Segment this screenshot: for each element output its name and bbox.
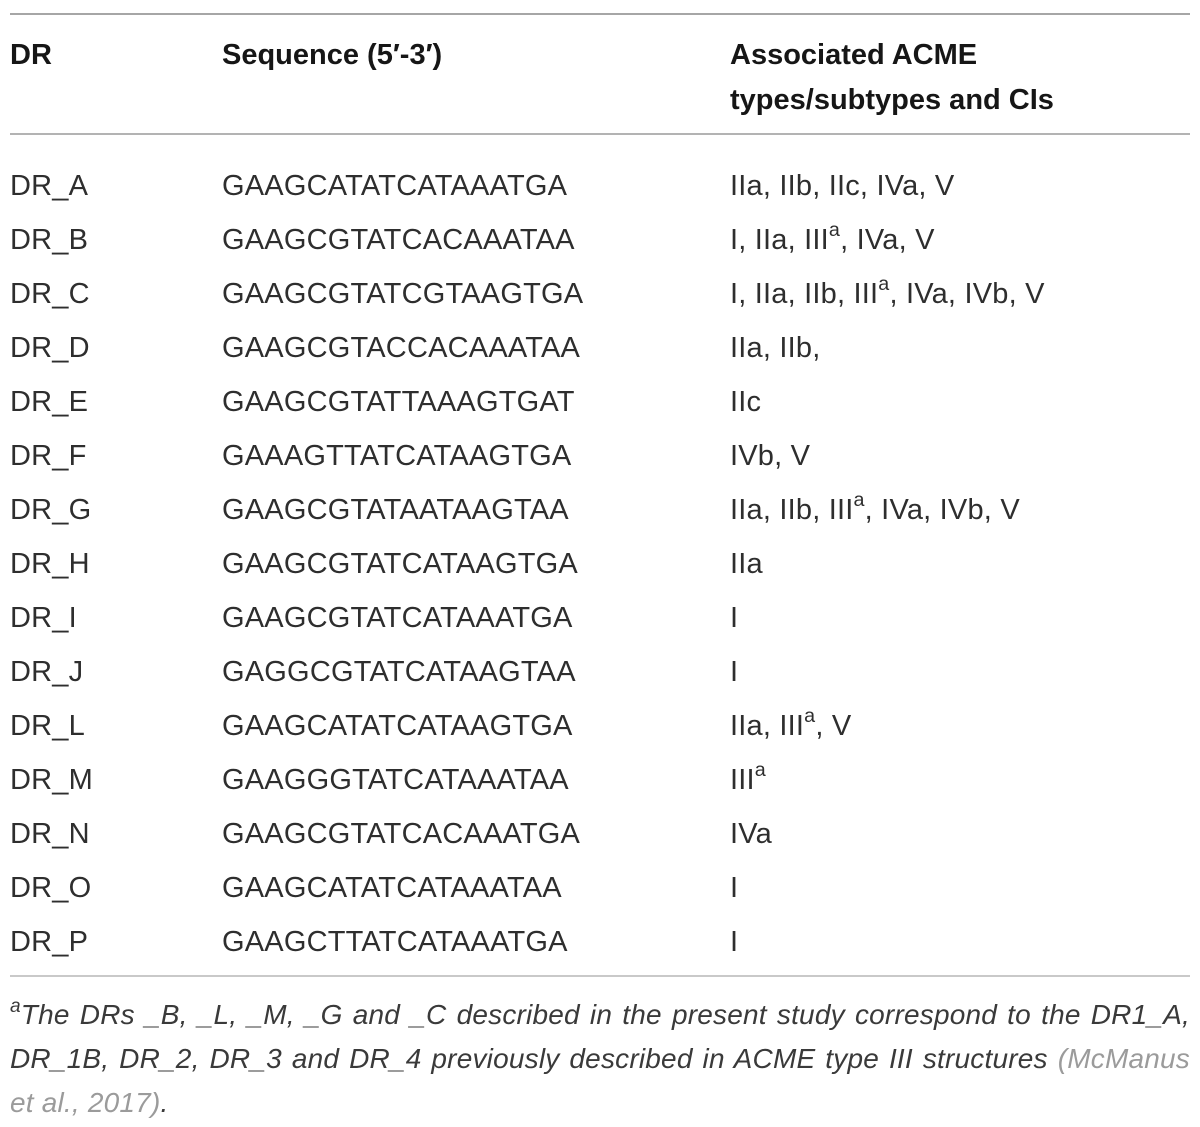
sequence-cell: GAAAGTTATCATAAGTGA: [222, 439, 572, 472]
acme-types-cell: IIa: [730, 547, 763, 580]
table-row: DR_A GAAGCATATCATAAATGA IIa, IIb, IIc, IVa…: [10, 134, 1190, 213]
table-footnote: aThe DRs _B, _L, _M, _G and _C described…: [10, 993, 1190, 1125]
sequence-cell: GAAGCGTATCGTAAGTGA: [222, 277, 584, 310]
acme-types-cell: IIIa: [730, 758, 766, 796]
acme-types-cell: I, IIa, IIb, IIIa, IVa, IVb, V: [730, 272, 1045, 310]
table-row: DR_G GAAGCGTATAATAAGTAA IIa, IIb, IIIa, IV…: [10, 483, 1190, 537]
acme-types-cell: IIa, IIIa, V: [730, 704, 852, 742]
table-row: DR_C GAAGCGTATCGTAAGTGA I, IIa, IIb, IIIa,…: [10, 267, 1190, 321]
dr-id-cell: DR_N: [10, 817, 90, 850]
dr-id-cell: DR_B: [10, 223, 89, 256]
table-row: DR_H GAAGCGTATCATAAGTGA IIa: [10, 537, 1190, 591]
col-header-dr: DR: [10, 14, 222, 135]
dr-table-header: DR Sequence (5′-3′) Associated ACME type…: [10, 14, 1190, 135]
footnote-text: The DRs _B, _L, _M, _G and _C described …: [10, 999, 1190, 1074]
acme-types-cell: IIc: [730, 385, 762, 418]
table-row: DR_P GAAGCTTATCATAAATGA I: [10, 915, 1190, 976]
dr-id-cell: DR_F: [10, 439, 87, 472]
sequence-cell: GAAGCGTATCATAAGTGA: [222, 547, 578, 580]
footnote-citation: (McManus et al., 2017): [10, 1043, 1190, 1118]
table-row: DR_M GAAGGGTATCATAAATAA IIIa: [10, 753, 1190, 807]
table-row: DR_F GAAAGTTATCATAAGTGA IVb, V: [10, 429, 1190, 483]
sequence-cell: GAAGGGTATCATAAATAA: [222, 763, 569, 796]
sequence-cell: GAAGCATATCATAAATGA: [222, 169, 568, 202]
acme-types-cell: I: [730, 925, 739, 958]
table-row: DR_O GAAGCATATCATAAATAA I: [10, 861, 1190, 915]
footnote-marker: a: [10, 995, 21, 1017]
sequence-cell: GAAGCGTACCACAAATAA: [222, 331, 581, 364]
dr-id-cell: DR_D: [10, 331, 90, 364]
dr-id-cell: DR_E: [10, 385, 89, 418]
acme-types-cell: I: [730, 655, 739, 688]
acme-types-cell: I: [730, 601, 739, 634]
col-header-acme-types: Associated ACME types/subtypes and CIs: [730, 14, 1190, 135]
table-row: DR_N GAAGCGTATCACAAATGA IVa: [10, 807, 1190, 861]
sequence-cell: GAGGCGTATCATAAGTAA: [222, 655, 576, 688]
acme-types-cell: IIa, IIb, IIIa, IVa, IVb, V: [730, 488, 1020, 526]
table-row: DR_E GAAGCGTATTAAAGTGAT IIc: [10, 375, 1190, 429]
col-header-acme-types-label: Associated ACME types/subtypes and CIs: [730, 39, 1054, 116]
table-row: DR_B GAAGCGTATCACAAATAA I, IIa, IIIa, IVa,…: [10, 213, 1190, 267]
table-row: DR_I GAAGCGTATCATAAATGA I: [10, 591, 1190, 645]
dr-id-cell: DR_J: [10, 655, 84, 688]
acme-types-cell: I: [730, 871, 739, 904]
sequence-cell: GAAGCGTATCATAAATGA: [222, 601, 573, 634]
header-row: DR Sequence (5′-3′) Associated ACME type…: [10, 14, 1190, 135]
footnote-period: .: [160, 1087, 169, 1118]
sequence-cell: GAAGCATATCATAAGTGA: [222, 709, 573, 742]
sequence-cell: GAAGCTTATCATAAATGA: [222, 925, 568, 958]
table-row: DR_L GAAGCATATCATAAGTGA IIa, IIIa, V: [10, 699, 1190, 753]
dr-id-cell: DR_A: [10, 169, 89, 202]
footnote-ref-sup: a: [754, 758, 766, 781]
sequence-cell: GAAGCGTATCACAAATGA: [222, 817, 581, 850]
acme-types-cell: IIa, IIb,: [730, 331, 821, 364]
sequence-cell: GAAGCGTATCACAAATAA: [222, 223, 575, 256]
acme-types-cell: I, IIa, IIIa, IVa, V: [730, 218, 935, 256]
dr-table-body: DR_A GAAGCATATCATAAATGA IIa, IIb, IIc, IVa…: [10, 134, 1190, 976]
acme-types-cell: IIa, IIb, IIc, IVa, V: [730, 169, 955, 202]
sequence-cell: GAAGCATATCATAAATAA: [222, 871, 562, 904]
footnote-ref-sup: a: [853, 488, 865, 511]
dr-id-cell: DR_C: [10, 277, 90, 310]
col-header-sequence: Sequence (5′-3′): [222, 14, 730, 135]
dr-table: DR Sequence (5′-3′) Associated ACME type…: [10, 13, 1190, 977]
dr-id-cell: DR_G: [10, 493, 92, 526]
dr-id-cell: DR_M: [10, 763, 93, 796]
acme-types-cell: IVb, V: [730, 439, 811, 472]
dr-id-cell: DR_H: [10, 547, 90, 580]
dr-id-cell: DR_P: [10, 925, 89, 958]
dr-id-cell: DR_L: [10, 709, 85, 742]
acme-types-cell: IVa: [730, 817, 772, 850]
footnote-ref-sup: a: [878, 272, 890, 295]
table-row: DR_J GAGGCGTATCATAAGTAA I: [10, 645, 1190, 699]
footnote-ref-sup: a: [828, 218, 841, 241]
dr-id-cell: DR_I: [10, 601, 77, 634]
footnote-ref-sup: a: [804, 704, 816, 727]
sequence-cell: GAAGCGTATTAAAGTGAT: [222, 385, 575, 418]
sequence-cell: GAAGCGTATAATAAGTAA: [222, 493, 569, 526]
table-row: DR_D GAAGCGTACCACAAATAA IIa, IIb,: [10, 321, 1190, 375]
dr-id-cell: DR_O: [10, 871, 92, 904]
